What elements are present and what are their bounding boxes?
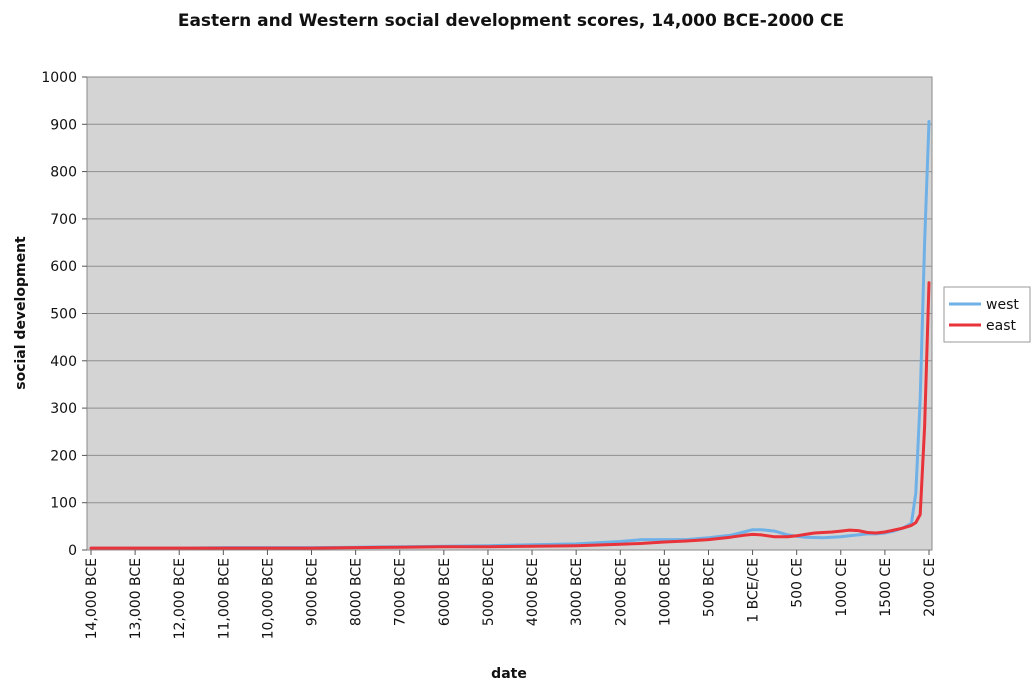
legend-box (943, 286, 1031, 343)
x-tick-label: 1 BCE/CE (746, 558, 762, 623)
x-tick-label: 500 CE (790, 558, 806, 608)
x-tick-label: 1000 CE (834, 558, 850, 617)
y-tick-label: 0 (68, 543, 77, 559)
x-axis-label: date (491, 666, 527, 682)
x-tick-label: 4000 BCE (525, 558, 541, 626)
y-tick-label: 1000 (41, 70, 77, 86)
y-tick-label: 400 (50, 354, 77, 370)
x-tick-label: 1500 CE (878, 558, 894, 617)
y-tick-label: 500 (50, 307, 77, 323)
y-tick-label: 900 (50, 117, 77, 133)
x-tick-label: 3000 BCE (569, 558, 585, 626)
x-tick-label: 6000 BCE (437, 558, 453, 626)
y-tick-label: 700 (50, 212, 77, 228)
y-tick-label: 300 (50, 401, 77, 417)
x-tick-label: 500 BCE (701, 558, 717, 617)
x-tick-label: 7000 BCE (393, 558, 409, 626)
x-tick-label: 2000 BCE (613, 558, 629, 626)
x-tick-labels: 14,000 BCE 13,000 BCE 12,000 BCE 11,000 BCE… (84, 558, 938, 639)
x-tick-label: 5000 BCE (481, 558, 497, 626)
legend: west east (943, 286, 1031, 343)
x-tick-label: 12,000 BCE (172, 558, 188, 639)
x-tick-label: 13,000 BCE (128, 558, 144, 639)
x-ticks (90, 550, 930, 555)
y-tick-labels: 0 100 200 300 400 500 600 700 800 900 1000 (41, 70, 77, 559)
y-tick-label: 100 (50, 496, 77, 512)
y-tick-label: 600 (50, 259, 77, 275)
y-tick-label: 200 (50, 448, 77, 464)
chart-title: Eastern and Western social development s… (178, 11, 844, 31)
x-tick-label: 10,000 BCE (260, 558, 276, 639)
legend-label-east: east (986, 318, 1016, 334)
series-lines (89, 120, 931, 550)
x-tick-label: 11,000 BCE (216, 558, 232, 639)
x-tick-label: 14,000 BCE (84, 558, 100, 639)
gridlines (82, 76, 932, 551)
series-line-east (89, 281, 931, 550)
y-tick-label: 800 (50, 165, 77, 181)
x-tick-label: 8000 BCE (349, 558, 365, 626)
legend-label-west: west (986, 297, 1019, 313)
x-tick-label: 1000 BCE (657, 558, 673, 626)
x-tick-label: 2000 CE (922, 558, 938, 617)
y-axis-label: social development (13, 236, 29, 390)
x-tick-label: 9000 BCE (305, 558, 321, 626)
